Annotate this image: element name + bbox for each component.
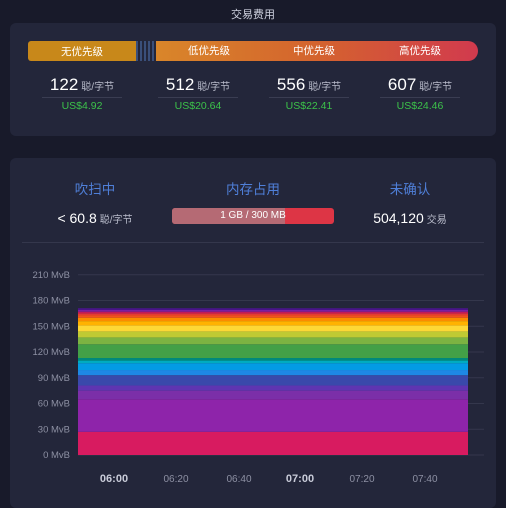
fee-usd: US$4.92 <box>61 100 103 112</box>
fee-band-area[interactable] <box>78 309 468 312</box>
priority-none-label: 无优先级 <box>61 45 103 58</box>
fee-band-area[interactable] <box>78 311 468 314</box>
fee-band-area[interactable] <box>78 358 468 361</box>
fee-value: 556 <box>276 75 306 94</box>
fee-medium: 556 聪/字节 US$22.41 <box>254 75 364 112</box>
priority-high-label[interactable]: 高优先级 <box>399 45 441 57</box>
fee-band-area[interactable] <box>78 375 468 386</box>
memory-heading: 内存占用 <box>226 182 280 197</box>
y-tick-label: 60 MvB <box>38 399 70 410</box>
x-tick-label: 06:40 <box>226 474 251 485</box>
fee-band-area[interactable] <box>78 308 468 310</box>
purge-value: < 60.8 <box>57 210 97 226</box>
fee-divider <box>380 97 460 98</box>
unconfirmed-value: 504,120 <box>373 210 424 226</box>
fee-band-area[interactable] <box>78 344 468 359</box>
memory-usage-text: 1 GB / 300 MB <box>220 210 286 221</box>
fee-value: 512 <box>165 75 195 94</box>
purge-heading: 吹扫中 <box>74 182 116 197</box>
memory-usage-bar: 1 GB / 300 MB <box>172 208 334 224</box>
priority-medium-label[interactable]: 中优先级 <box>293 45 335 57</box>
fee-band-area[interactable] <box>78 337 468 345</box>
fee-band-area[interactable] <box>78 325 468 332</box>
fee-usd: US$22.41 <box>285 100 333 112</box>
fee-band-area[interactable] <box>78 363 468 371</box>
y-tick-label: 0 MvB <box>43 450 70 461</box>
fee-divider <box>158 97 238 98</box>
fee-band-area[interactable] <box>78 370 468 376</box>
y-tick-label: 180 MvB <box>33 296 71 307</box>
x-tick-label: 07:20 <box>349 474 374 485</box>
fee-value: 607 <box>387 75 417 94</box>
memory-stat: 内存占用 <box>185 178 321 198</box>
y-tick-label: 30 MvB <box>38 424 70 435</box>
fee-band-area[interactable] <box>78 390 468 400</box>
unconfirmed-unit: 交易 <box>426 215 447 226</box>
fee-high: 607 聪/字节 US$24.46 <box>365 75 475 112</box>
priority-none-segment[interactable]: 无优先级 <box>28 41 136 61</box>
purge-unit: 聪/字节 <box>99 215 133 226</box>
fee-divider <box>269 97 349 98</box>
fee-band-area[interactable] <box>78 317 468 322</box>
fee-band-area[interactable] <box>78 313 468 316</box>
x-tick-label: 07:40 <box>412 474 437 485</box>
fee-band-area[interactable] <box>78 331 468 338</box>
fee-band-area[interactable] <box>78 399 468 432</box>
fees-panel: 无优先级 低优先级 中优先级 高优先级 122 聪/字节 US$4.92 512 聪… <box>10 23 496 136</box>
y-tick-label: 150 MvB <box>33 321 71 332</box>
fee-usd: US$24.46 <box>396 100 444 112</box>
fee-unit: 聪/字节 <box>81 82 115 93</box>
panel-divider <box>22 242 484 243</box>
priority-gap-segment <box>136 41 156 61</box>
y-tick-label: 210 MvB <box>33 270 71 281</box>
fee-band-area[interactable] <box>78 431 468 455</box>
priority-bar: 无优先级 低优先级 中优先级 高优先级 <box>28 41 478 61</box>
unconfirmed-stat: 未确认 504,120 交易 <box>340 178 480 226</box>
mempool-panel: 吹扫中 < 60.8 聪/字节 内存占用 1 GB / 300 MB 未确认 50… <box>10 158 496 508</box>
fee-unit: 聪/字节 <box>197 82 231 93</box>
purge-stat: 吹扫中 < 60.8 聪/字节 <box>30 178 160 226</box>
mempool-chart[interactable]: 0 MvB 30 MvB 60 MvB 90 MvB 120 MvB 150 MvB 180… <box>10 158 496 499</box>
memory-usage-fill <box>172 208 286 224</box>
fees-title: 交易费用 <box>231 9 275 21</box>
fee-band-area[interactable] <box>78 321 468 326</box>
fee-unit: 聪/字节 <box>308 82 342 93</box>
fee-unit: 聪/字节 <box>419 82 453 93</box>
y-tick-label: 120 MvB <box>33 347 71 358</box>
fee-usd: US$20.64 <box>174 100 222 112</box>
fee-value: 122 <box>49 75 79 94</box>
fee-divider <box>42 97 122 98</box>
x-tick-label: 07:00 <box>286 473 314 485</box>
fee-band-area[interactable] <box>78 385 468 391</box>
fee-low: 512 聪/字节 US$20.64 <box>143 75 253 112</box>
y-tick-label: 90 MvB <box>38 373 70 384</box>
priority-gradient-segment[interactable] <box>156 41 478 61</box>
x-tick-label: 06:20 <box>163 474 188 485</box>
priority-low-label[interactable]: 低优先级 <box>188 45 230 57</box>
fee-none: 122 聪/字节 US$4.92 <box>27 75 137 112</box>
unconfirmed-heading: 未确认 <box>389 182 431 197</box>
fee-band-area[interactable] <box>78 315 468 318</box>
x-tick-label: 06:00 <box>100 473 128 485</box>
fee-band-area[interactable] <box>78 360 468 364</box>
